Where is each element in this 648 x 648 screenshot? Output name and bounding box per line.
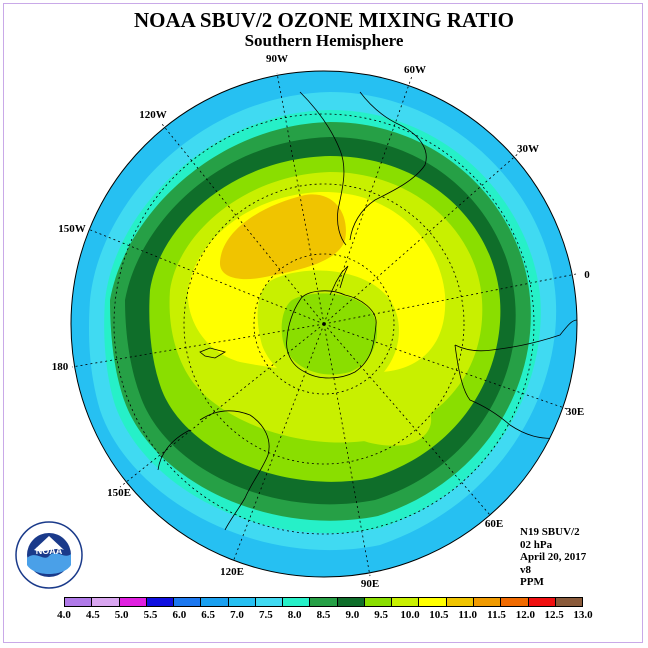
graticule (71, 72, 577, 577)
band-patch-10-0 (334, 388, 432, 446)
colorbar-ticks: 4.0 4.5 5.0 5.5 6.0 6.5 7.0 7.5 8.0 8.5 9.0 9.5 10.0… (57, 609, 593, 623)
colorbar-tick-label: 13.0 (573, 609, 593, 621)
colorbar-tick-label: 12.5 (544, 609, 564, 621)
colorbar-tick-label: 4.0 (57, 609, 71, 621)
colorbar-tick-label: 8.5 (316, 609, 331, 621)
colorbar-segment (446, 598, 474, 606)
colorbar-segment (528, 598, 556, 606)
colorbar-tick-label: 10.0 (400, 609, 420, 621)
info-instrument: N19 SBUV/2 (520, 526, 580, 538)
africa-coast (454, 319, 577, 352)
colorbar-segment (392, 598, 420, 606)
antarctica-coast (286, 290, 377, 379)
logo-wave (27, 553, 71, 574)
info-pressure: 02 hPa (520, 538, 553, 551)
lon-label-30e: 30E (566, 406, 584, 418)
colorbar-tick-label: 5.5 (143, 609, 158, 621)
colorbar-tick-label: 8.0 (287, 609, 302, 621)
south-america-west (299, 91, 347, 246)
colorbar-segment (228, 598, 256, 606)
africa-south (454, 344, 561, 439)
colorbar-segment (65, 598, 93, 606)
colorbar-tick-label: 4.5 (85, 609, 100, 621)
lon-label-150w: 150W (58, 223, 86, 235)
colorbar-segment (419, 598, 447, 606)
colorbar-segment (310, 598, 338, 606)
colorbar-tick-label: 7.0 (230, 609, 244, 621)
colorbar (64, 597, 583, 607)
colorbar-segment (473, 598, 502, 606)
colorbar-segment (92, 598, 120, 606)
colorbar-tick-label: 6.5 (201, 609, 216, 621)
lon-label-180: 180 (52, 361, 69, 373)
colorbar-tick-label: 11.0 (458, 609, 477, 621)
noaa-logo: NOAA (15, 521, 83, 589)
colorbar-segment (201, 598, 229, 606)
colorbar-tick-label: 10.5 (429, 609, 449, 621)
colorbar-segment (119, 598, 147, 606)
lon-label-60e: 60E (485, 518, 503, 530)
australia-coast (199, 410, 270, 531)
lon-label-120e: 120E (220, 566, 244, 578)
meridian-150e (119, 323, 325, 488)
colorbar-segment (255, 598, 284, 606)
info-version: v8 (520, 563, 531, 576)
colorbar-tick-label: 11.5 (487, 609, 506, 621)
lon-label-90e: 90E (361, 578, 379, 590)
meridian-60e (323, 323, 491, 516)
colorbar-tick-label: 9.5 (374, 609, 389, 621)
meridian-30e (323, 323, 571, 411)
lat-circle-210 (113, 113, 535, 535)
lon-label-60w: 60W (404, 64, 426, 76)
colorbar-segment (337, 598, 365, 606)
lon-label-30w: 30W (517, 143, 539, 155)
info-block: N19 SBUV/2 02 hPa April 20, 2017 v8 PPM (520, 526, 586, 589)
info-date: April 20, 2017 (520, 551, 587, 563)
colorbar-segment (364, 598, 393, 606)
lon-label-90w: 90W (266, 53, 288, 65)
lon-label-0: 0 (584, 269, 590, 281)
band-inner-9-5 (281, 293, 378, 375)
map-subtitle: Southern Hemisphere (244, 31, 404, 50)
colorbar-segment (501, 598, 529, 606)
band-11-0 (219, 194, 346, 280)
antarctic-peninsula (329, 265, 349, 296)
figure-frame (3, 3, 643, 643)
map-boundary (70, 70, 578, 578)
new-zealand (199, 347, 227, 359)
south-america-east (349, 91, 427, 241)
lon-label-120w: 120W (139, 109, 167, 121)
colorbar-tick-label: 5.0 (114, 609, 129, 621)
coastlines (157, 91, 577, 531)
info-units: PPM (520, 576, 544, 588)
meridian-30w (323, 151, 521, 325)
colorbar-tick-label: 7.5 (258, 609, 273, 621)
colorbar-segment (146, 598, 175, 606)
australia-west (157, 429, 191, 471)
lat-circle-70 (253, 253, 395, 395)
map-title: NOAA SBUV/2 OZONE MIXING RATIO (134, 8, 514, 32)
colorbar-segment (174, 598, 202, 606)
colorbar-tick-label: 12.0 (515, 609, 535, 621)
colorbar-segment (283, 598, 311, 606)
colorbar-segment (555, 598, 583, 606)
logo-text: NOAA (36, 546, 63, 556)
logo-bird (34, 536, 64, 552)
colorbar-tick-label: 9.0 (345, 609, 360, 621)
colorbar-tick-label: 6.0 (172, 609, 187, 621)
meridian-60w (323, 75, 413, 325)
longitude-labels: 90W 60W 30W 0 30E 60E 90E 120E 150E 180 … (52, 53, 591, 590)
lon-label-150e: 150E (107, 487, 131, 499)
lat-circle-140 (183, 183, 465, 465)
